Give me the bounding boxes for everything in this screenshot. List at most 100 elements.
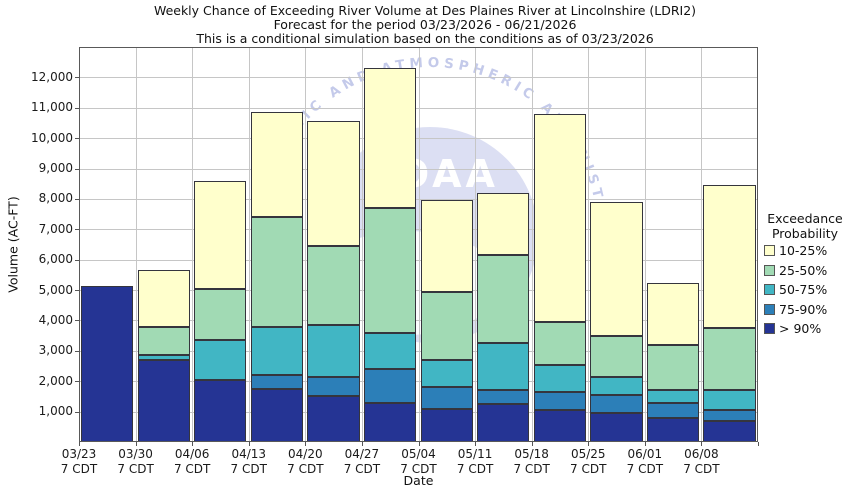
y-tick-mark — [75, 77, 79, 79]
bar-segment-90 — [477, 404, 530, 442]
bar-segment-90 — [533, 410, 586, 442]
gridline-vertical — [361, 47, 363, 442]
x-tick-time: 7 CDT — [343, 462, 381, 476]
y-tick-mark — [75, 168, 79, 170]
bar-segment-2550 — [477, 255, 530, 344]
x-tick-label: 06/08 7 CDT — [669, 447, 733, 477]
bar-segment-7590 — [307, 376, 360, 397]
x-tick-label: 04/13 7 CDT — [217, 447, 281, 477]
gridline-vertical — [644, 47, 646, 442]
gridline-vertical — [248, 47, 250, 442]
bar-segment-1025 — [250, 112, 304, 218]
bar-segment-90 — [363, 402, 417, 442]
gridline-vertical — [305, 47, 307, 442]
y-tick-label: 10,000 — [31, 130, 73, 145]
bar-segment-5075 — [646, 390, 700, 403]
gridline-vertical — [192, 47, 194, 442]
bar-segment-1025 — [533, 113, 586, 322]
bar-segment-1025 — [703, 185, 756, 329]
x-tick-mark — [248, 442, 250, 446]
legend-item: 10-25% — [760, 241, 850, 261]
x-tick-label: 03/23 7 CDT — [47, 447, 111, 477]
x-tick-date: 05/25 — [570, 447, 606, 461]
bar-segment-1025 — [420, 200, 473, 292]
y-tick-mark — [75, 320, 79, 322]
bar-segment-7590 — [420, 387, 473, 409]
x-tick-mark — [305, 442, 307, 446]
x-tick-time: 7 CDT — [513, 462, 550, 476]
gridline-vertical — [531, 47, 533, 442]
bar-segment-1025 — [137, 270, 190, 327]
bar-segment-2550 — [137, 326, 190, 356]
x-tick-label: 06/01 7 CDT — [613, 447, 677, 477]
legend-title-line-1: Exceedance — [767, 211, 843, 226]
y-tick-mark — [75, 107, 79, 109]
x-tick-label: 03/30 7 CDT — [104, 447, 168, 477]
bar-segment-7590 — [250, 375, 304, 389]
legend-label: 50-75% — [779, 282, 828, 298]
bar-segment-5075 — [250, 326, 304, 376]
x-tick-mark — [418, 442, 420, 446]
bar-segment-90 — [420, 408, 473, 442]
legend-label: 25-50% — [779, 262, 828, 278]
y-tick-label: 2,000 — [38, 373, 73, 388]
legend-swatch — [764, 323, 775, 335]
bar-segment-2550 — [646, 344, 700, 391]
x-tick-label: 05/18 7 CDT — [500, 447, 564, 477]
x-tick-date: 04/13 — [231, 447, 267, 461]
legend-item: > 90% — [760, 319, 850, 339]
x-tick-mark — [361, 442, 363, 446]
legend-swatch — [764, 284, 775, 296]
bar-segment-90 — [590, 413, 643, 442]
y-tick-mark — [75, 350, 79, 352]
bar-segment-2550 — [703, 328, 756, 391]
bar-segment-90 — [646, 417, 700, 442]
legend-title-line-2: Probability — [771, 226, 839, 241]
legend-label: 10-25% — [779, 243, 828, 259]
gridline-vertical — [588, 47, 590, 442]
bar-segment-5075 — [477, 343, 530, 391]
x-tick-time: 7 CDT — [456, 462, 494, 476]
y-tick-label: 8,000 — [38, 191, 73, 206]
x-tick-date: 06/08 — [684, 447, 719, 461]
x-tick-mark — [588, 442, 590, 446]
x-tick-mark — [701, 442, 703, 446]
x-tick-time: 7 CDT — [173, 462, 211, 476]
y-tick-mark — [75, 138, 79, 140]
x-tick-mark — [475, 442, 477, 446]
bar-segment-1025 — [590, 201, 643, 336]
bar-segment-5075 — [533, 364, 586, 392]
legend-swatch — [764, 303, 775, 315]
legend-item: 50-75% — [760, 280, 850, 300]
y-tick-mark — [75, 259, 79, 261]
x-tick-date: 05/18 — [514, 447, 549, 461]
bar-segment-5075 — [307, 325, 360, 377]
legend-swatch — [764, 264, 775, 276]
y-tick-mark — [75, 290, 79, 292]
plot-area: NOAA NATIONAL OCEANIC AND ATMOSPHERIC AD… — [79, 47, 758, 442]
x-tick-mark — [758, 442, 759, 446]
bar-segment-5075 — [703, 390, 756, 411]
bar-segment-90 — [81, 285, 134, 442]
bar-segment-2550 — [590, 335, 643, 377]
legend-label: 75-90% — [779, 301, 828, 317]
x-tick-label: 05/25 7 CDT — [556, 447, 620, 477]
x-tick-date: 04/06 — [174, 447, 210, 461]
bar-segment-90 — [307, 396, 360, 442]
bar-segment-7590 — [703, 410, 756, 421]
chart-title-line-1: Weekly Chance of Exceeding River Volume … — [153, 3, 697, 18]
gridline-vertical — [701, 47, 703, 442]
x-tick-mark — [644, 442, 646, 446]
x-tick-time: 7 CDT — [400, 462, 437, 476]
x-tick-time: 7 CDT — [683, 462, 720, 476]
x-tick-time: 7 CDT — [117, 462, 154, 476]
bar-segment-2550 — [307, 246, 360, 326]
y-tick-mark — [75, 381, 79, 383]
bar-segment-2550 — [250, 217, 304, 327]
y-tick-label: 12,000 — [31, 69, 73, 84]
x-tick-time: 7 CDT — [230, 462, 267, 476]
gridline-vertical — [418, 47, 420, 442]
x-tick-date: 03/30 — [118, 447, 153, 461]
legend-label: > 90% — [779, 321, 822, 337]
bar-segment-90 — [250, 388, 304, 442]
